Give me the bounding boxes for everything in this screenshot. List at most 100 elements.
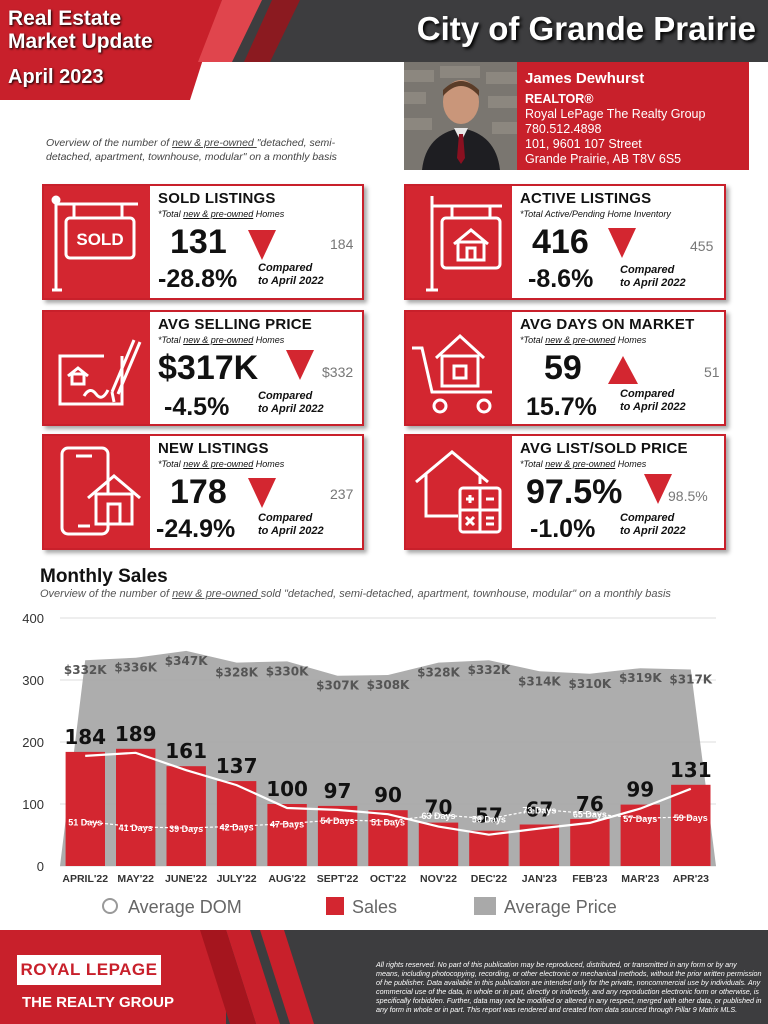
x-tick-label: SEPT'22 <box>317 873 359 885</box>
card-subtitle: *Total new & pre-owned Homes <box>520 459 647 469</box>
average-dom-label: 65 Days <box>573 810 607 820</box>
down-arrow-icon <box>608 228 636 258</box>
overview-text: Overview of the number of new & pre-owne… <box>46 137 337 163</box>
card-value: 416 <box>532 223 589 261</box>
header-date: April 2023 <box>8 66 104 88</box>
card-previous-value: 455 <box>690 238 714 254</box>
agent-phone[interactable]: 780.512.4898 <box>525 122 602 136</box>
average-dom-label: 41 Days <box>119 823 153 833</box>
sales-value-label: 57 <box>475 804 503 828</box>
card-percent-change: -28.8% <box>158 265 238 293</box>
up-arrow-icon <box>608 356 638 384</box>
card-compared-label: Compared to April 2022 <box>620 512 686 537</box>
card-title: ACTIVE LISTINGS <box>520 190 652 207</box>
card-title: SOLD LISTINGS <box>158 190 276 207</box>
sales-bar <box>620 804 660 866</box>
x-tick-label: AUG'22 <box>268 873 306 885</box>
x-tick-label: JUNE'22 <box>165 873 207 885</box>
agent-info-box: James Dewhurst REALTOR® Royal LePage The… <box>517 62 749 170</box>
card-avg-list-sold-price: AVG LIST/SOLD PRICE *Total new & pre-own… <box>404 434 726 550</box>
agent-address-line-1: 101, 9601 107 Street <box>525 137 642 151</box>
sales-bar <box>267 804 307 866</box>
average-dom-label: 47 Days <box>270 820 304 830</box>
card-subtitle: *Total new & pre-owned Homes <box>158 335 285 345</box>
average-price-label: $319K <box>619 671 662 685</box>
average-price-label: $330K <box>266 664 309 678</box>
phone-house-icon <box>44 436 150 548</box>
footer-stripes <box>200 930 314 1024</box>
card-value: 97.5% <box>526 473 623 511</box>
legend-sales-label: Sales <box>352 897 397 917</box>
card-value: $317K <box>158 349 259 387</box>
card-previous-value: 51 <box>704 364 720 380</box>
average-price-label: $307K <box>316 679 359 693</box>
card-previous-value: $332 <box>322 364 354 380</box>
average-dom-label: 56 Days <box>472 815 506 825</box>
legend-price-marker <box>474 897 496 915</box>
sales-bar <box>166 766 206 866</box>
card-compared-label: Compared to April 2022 <box>258 390 324 415</box>
sales-bar <box>317 805 358 866</box>
card-title: NEW LISTINGS <box>158 440 269 457</box>
sales-bar <box>519 824 560 866</box>
sales-bar <box>418 822 459 866</box>
x-tick-label: APR'23 <box>673 873 710 885</box>
average-dom-label: 39 Days <box>169 824 203 834</box>
sales-bar <box>116 748 156 866</box>
card-sold-listings: SOLD SOLD LISTINGS *Total new & pre-owne… <box>42 184 364 300</box>
card-value: 131 <box>170 223 227 261</box>
card-avg-days-on-market: AVG DAYS ON MARKET *Total new & pre-owne… <box>404 310 726 426</box>
house-cart-icon <box>406 312 512 424</box>
down-arrow-icon <box>248 478 276 508</box>
sales-value-label: 137 <box>216 754 258 778</box>
average-price-label: $328K <box>417 666 460 680</box>
x-tick-label: MAR'23 <box>621 873 659 885</box>
sales-value-label: 161 <box>165 739 207 763</box>
average-price-label: $332K <box>468 663 511 677</box>
sales-value-label: 131 <box>670 758 712 782</box>
average-dom-label: 73 Days <box>522 805 556 815</box>
sales-value-label: 97 <box>324 779 352 803</box>
x-tick-label: JULY'22 <box>217 873 257 885</box>
header-title-line-1: Real Estate <box>8 7 122 30</box>
sales-value-label: 184 <box>64 725 106 749</box>
y-tick-label: 100 <box>22 797 44 812</box>
header-red-banner <box>0 0 300 100</box>
average-price-label: $314K <box>518 674 561 688</box>
sales-value-label: 67 <box>525 797 553 821</box>
y-tick-label: 400 <box>22 611 44 626</box>
card-new-listings: NEW LISTINGS *Total new & pre-owned Home… <box>42 434 364 550</box>
average-dom-line <box>85 808 691 829</box>
sales-value-label: 100 <box>266 777 308 801</box>
card-avg-selling-price: AVG SELLING PRICE *Total new & pre-owned… <box>42 310 364 426</box>
down-arrow-icon <box>286 350 314 380</box>
card-percent-change: 15.7% <box>526 393 597 421</box>
legal-disclaimer: All rights reserved. No part of this pub… <box>376 960 762 1014</box>
legend-dom-marker <box>102 898 118 914</box>
royal-lepage-logo: ROYAL LEPAGE <box>16 954 162 986</box>
average-price-label: $332K <box>64 663 107 677</box>
average-price-label: $336K <box>114 661 157 675</box>
average-dom-label: 57 Days <box>623 814 657 824</box>
legend-dom-label: Average DOM <box>128 897 242 917</box>
card-previous-value: 98.5% <box>668 488 708 504</box>
agent-name: James Dewhurst <box>525 70 645 87</box>
house-calculator-icon <box>406 436 512 548</box>
house-sign-icon <box>406 186 512 298</box>
agent-brokerage: Royal LePage The Realty Group <box>525 107 706 121</box>
monthly-sales-subtitle: Overview of the number of new & pre-owne… <box>40 588 671 600</box>
average-dom-label: 59 Days <box>674 813 708 823</box>
card-compared-label: Compared to April 2022 <box>258 262 324 287</box>
city-title: City of Grande Prairie <box>416 10 756 47</box>
sales-bar <box>570 818 610 866</box>
card-subtitle: *Total new & pre-owned Homes <box>158 209 285 219</box>
contract-signing-icon <box>44 312 150 424</box>
card-value: 178 <box>170 473 227 511</box>
card-percent-change: -8.6% <box>528 265 594 293</box>
agent-title: REALTOR® <box>525 92 594 106</box>
average-dom-label: 42 Days <box>220 822 254 832</box>
sales-value-label: 189 <box>115 722 157 746</box>
sales-value-label: 70 <box>425 796 453 820</box>
sales-bar <box>469 830 509 866</box>
x-tick-label: OCT'22 <box>370 873 407 885</box>
